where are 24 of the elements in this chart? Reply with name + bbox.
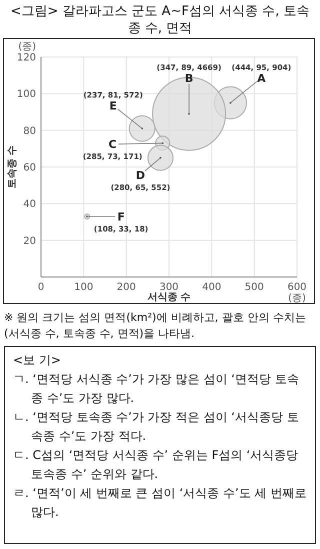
x-tick-label: 600 (종) xyxy=(287,282,307,304)
x-tick-label: 400 xyxy=(202,282,222,293)
box: <보 기> ㄱ. ‘면적당 서식종 수’가 가장 많은 섬이 ‘면적당 토속종 수’도 가장 많다. ㄴ. ‘면적당 토속종 수’가 가장 적은 섬이 ‘서식종당 토속종 수’도 가장 적다. ㄷ. C섬의 ‘면적당 서식종 수’ 순위는 F섬의 ‘서식종당 토속종 수’ 순위와 같다. ㄹ. ‘면적’이 세 번째로 큰 섬이 ‘서식종 수’도 세 번째로 많다. xyxy=(4,346,316,544)
annotation: A xyxy=(257,72,266,85)
annotation: B xyxy=(184,72,194,85)
y-tick-label: 40 xyxy=(23,199,36,210)
annotation: F xyxy=(117,210,125,224)
x-tick-label: 300 xyxy=(159,282,179,293)
y-tick-label: 100 xyxy=(16,89,36,100)
x-tick-label: 200 xyxy=(116,282,136,293)
annotation: D xyxy=(136,168,146,182)
x-tick-label: 0 xyxy=(38,282,44,293)
y-tick-label: (종) 120 xyxy=(16,42,36,64)
x-axis-title: 서식종 수 xyxy=(147,292,191,303)
y-axis-title: 토속종 수 xyxy=(7,145,18,189)
y-tick-label: 80 xyxy=(23,126,36,137)
annotation: E xyxy=(109,100,117,112)
title: <그림> 갈라파고스 군도 A~F섬의 서식종 수, 토속종 수, 면적 xyxy=(10,3,310,37)
x-tick-label: 100 xyxy=(74,282,94,293)
y-tick-label: 20 xyxy=(23,236,36,247)
x-tick-label: 500 xyxy=(244,282,264,293)
annotation: C xyxy=(108,138,117,152)
note: ※ 원의 크기는 섬의 면적(km²)에 비례하고, 괄호 안의 수치는 (서식종 수, 토속종 수, 면적)을 나타냄. xyxy=(4,310,307,342)
y-tick-label: 60 xyxy=(23,162,36,174)
